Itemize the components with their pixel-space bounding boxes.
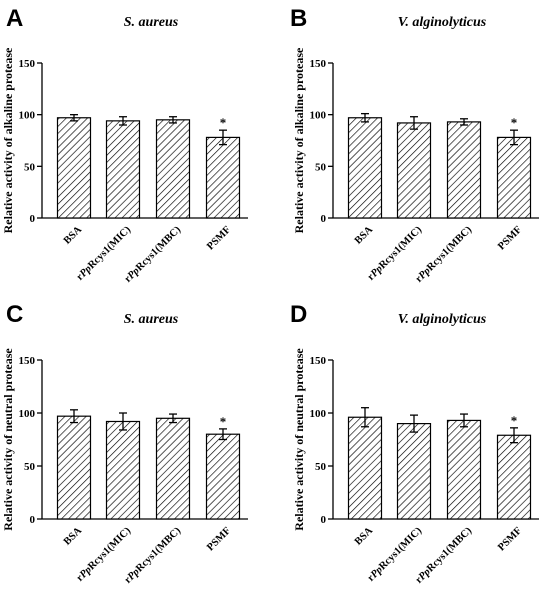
x-tick-label: BSA bbox=[62, 224, 85, 247]
y-tick-label: 50 bbox=[315, 161, 327, 173]
x-tick-label: PSMF bbox=[496, 224, 524, 252]
y-tick-label: 0 bbox=[30, 514, 36, 526]
y-tick-label: 50 bbox=[24, 461, 36, 473]
panel-letter: D bbox=[290, 301, 307, 328]
chart-panel-a: A S. aureus Relative activity of alkaline … bbox=[1, 5, 248, 285]
y-tick-label: 150 bbox=[310, 355, 327, 367]
bar bbox=[56, 117, 92, 219]
chart-title: S. aureus bbox=[124, 312, 179, 327]
bar bbox=[396, 423, 432, 520]
bar bbox=[205, 433, 241, 520]
y-tick-label: 50 bbox=[315, 461, 327, 473]
x-tick-label: BSA bbox=[353, 224, 376, 247]
chart-panel-d: D V. alginolyticus Relative activity of ne… bbox=[290, 301, 539, 586]
bar bbox=[347, 416, 383, 520]
chart-title: S. aureus bbox=[124, 15, 179, 30]
chart-panel-b: B V. alginolyticus Relative activity of al… bbox=[290, 5, 539, 285]
y-tick-label: 150 bbox=[310, 58, 327, 70]
bar bbox=[446, 121, 482, 219]
bar bbox=[105, 420, 141, 520]
y-tick-label: 50 bbox=[24, 161, 36, 173]
bar bbox=[396, 122, 432, 219]
significance-marker: * bbox=[511, 413, 518, 428]
y-tick-label: 100 bbox=[310, 408, 327, 420]
x-tick-label: BSA bbox=[62, 525, 85, 548]
y-tick-label: 100 bbox=[310, 110, 327, 122]
y-axis-label: Relative activity of alkaline protease bbox=[1, 47, 15, 233]
panel-letter: B bbox=[290, 5, 307, 32]
bar bbox=[205, 136, 241, 219]
chart-title: V. alginolyticus bbox=[398, 15, 487, 30]
bar bbox=[155, 417, 191, 520]
bar bbox=[496, 434, 532, 520]
y-axis-label: Relative activity of alkaline protease bbox=[292, 47, 306, 233]
y-axis-label: Relative activity of neutral protease bbox=[292, 348, 306, 531]
y-tick-label: 150 bbox=[19, 58, 36, 70]
bar bbox=[347, 117, 383, 219]
panel-letter: C bbox=[6, 301, 23, 328]
y-tick-label: 0 bbox=[321, 213, 327, 225]
x-tick-label: PSMF bbox=[205, 525, 233, 553]
y-tick-label: 100 bbox=[19, 408, 36, 420]
significance-marker: * bbox=[511, 115, 518, 130]
y-tick-label: 0 bbox=[321, 514, 327, 526]
y-tick-label: 0 bbox=[30, 213, 36, 225]
panel-letter: A bbox=[6, 5, 23, 32]
y-tick-label: 150 bbox=[19, 355, 36, 367]
chart-title: V. alginolyticus bbox=[398, 312, 487, 327]
significance-marker: * bbox=[220, 115, 227, 130]
chart-panel-c: C S. aureus Relative activity of neutral p… bbox=[1, 301, 248, 586]
bar bbox=[446, 419, 482, 520]
y-axis-label: Relative activity of neutral protease bbox=[1, 348, 15, 531]
bar bbox=[155, 119, 191, 219]
x-tick-label: PSMF bbox=[205, 224, 233, 252]
significance-marker: * bbox=[220, 414, 227, 429]
y-tick-label: 100 bbox=[19, 110, 36, 122]
bar bbox=[105, 120, 141, 219]
bar bbox=[56, 415, 92, 520]
x-tick-label: BSA bbox=[353, 525, 376, 548]
bar bbox=[496, 136, 532, 219]
x-tick-label: PSMF bbox=[496, 525, 524, 553]
